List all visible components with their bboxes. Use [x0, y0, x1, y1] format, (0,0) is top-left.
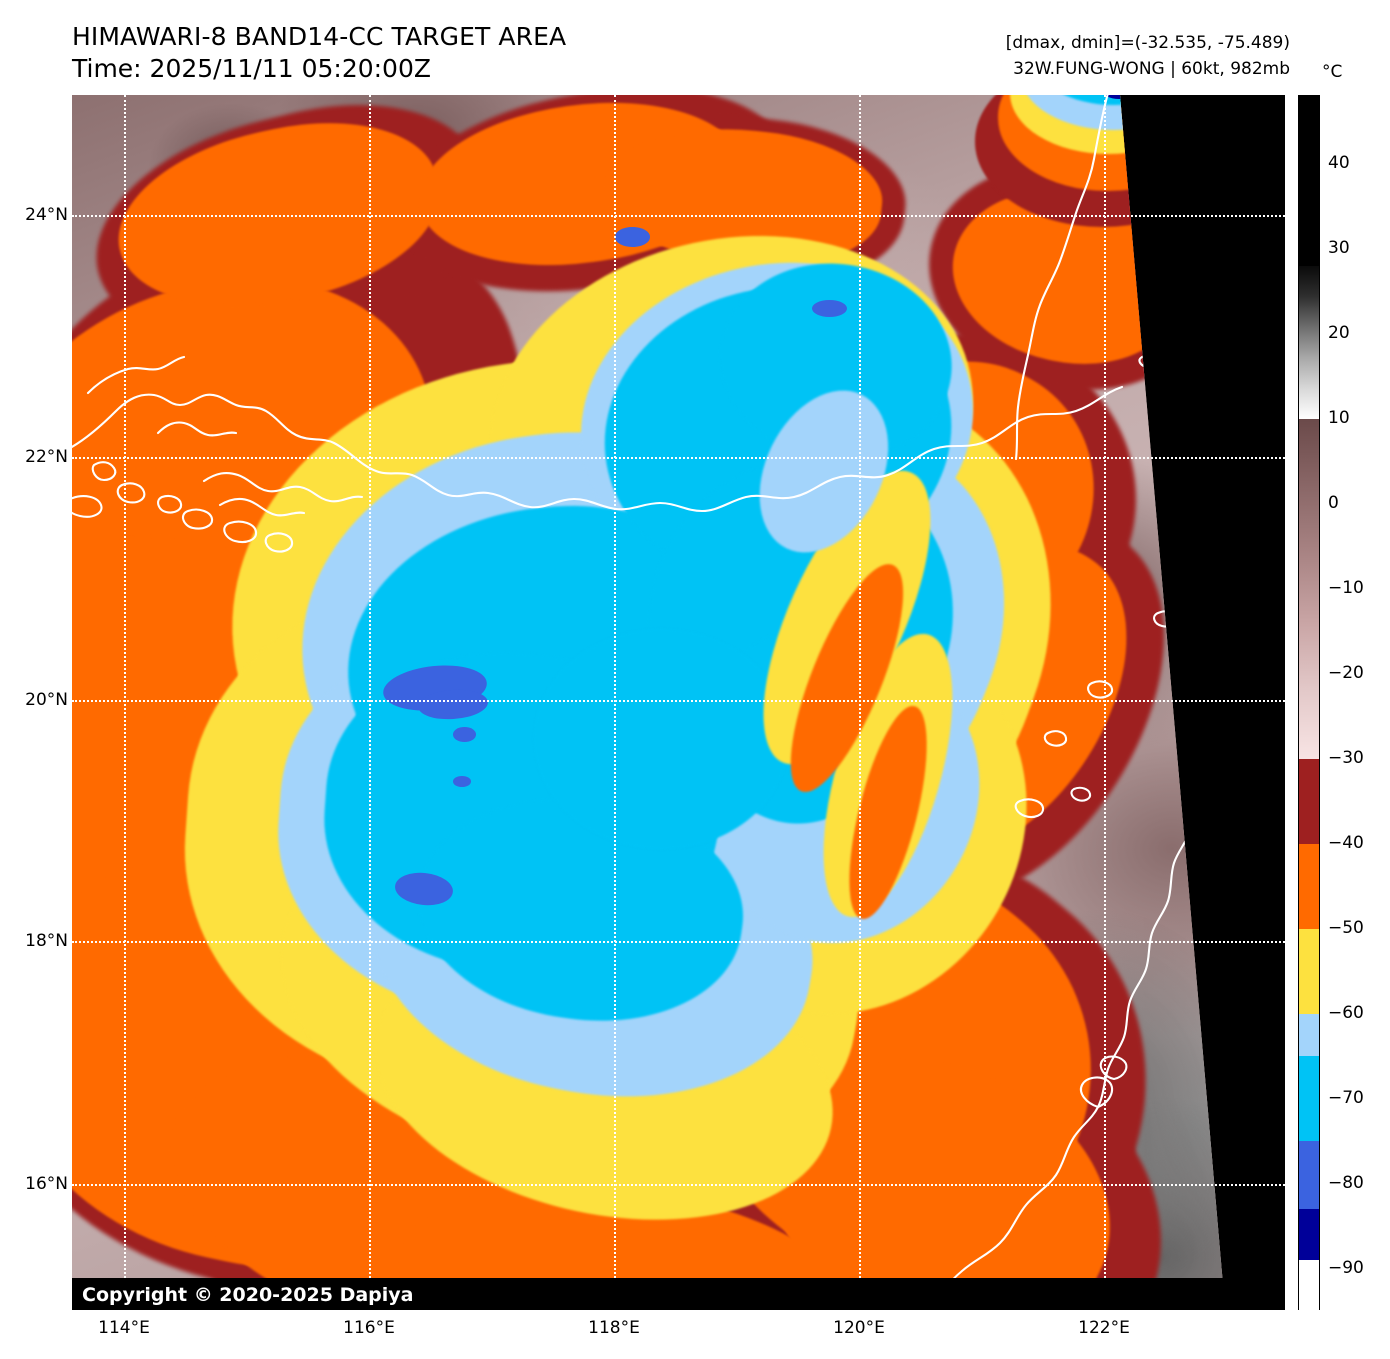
timestamp-label: Time: 2025/11/11 05:20:00Z — [72, 54, 431, 83]
colorbar-tick--60: −60 — [1328, 1002, 1364, 1023]
colorbar-tick--50: −50 — [1328, 917, 1364, 938]
colorbar-segment-0 — [1299, 96, 1319, 266]
colorbar-tick--20: −20 — [1328, 662, 1364, 683]
coastline-overlay — [72, 95, 1201, 1310]
colorbar-tick-10: 10 — [1328, 407, 1350, 428]
gridline-lat-20 — [72, 700, 1285, 702]
ytick-16N: 16°N — [25, 1174, 68, 1194]
colorbar-tick--70: −70 — [1328, 1087, 1364, 1108]
cloud-region — [534, 629, 790, 849]
colorbar-units-label: °C — [1322, 62, 1343, 82]
cloud-region — [452, 775, 472, 787]
page-title: HIMAWARI-8 BAND14-CC TARGET AREA — [72, 22, 567, 51]
xtick-114E: 114°E — [98, 1318, 150, 1338]
storm-info-label: 32W.FUNG-WONG | 60kt, 982mb — [1013, 59, 1290, 79]
colorbar-segment-5 — [1299, 928, 1319, 1014]
gridline-lat-24 — [72, 215, 1285, 217]
colorbar-tick-0: 0 — [1328, 492, 1339, 513]
colorbar-segment-9 — [1299, 1209, 1319, 1260]
gridline-lat-18 — [72, 941, 1285, 943]
colorbar-tick--80: −80 — [1328, 1172, 1364, 1193]
colorbar-segment-4 — [1299, 843, 1319, 929]
colorbar-segment-10 — [1299, 1260, 1319, 1311]
colorbar-tick--10: −10 — [1328, 577, 1364, 598]
colorbar-tick-30: 30 — [1328, 237, 1350, 258]
dmax-dmin-label: [dmax, dmin]=(-32.535, -75.489) — [1005, 33, 1290, 53]
cloud-region — [1102, 95, 1138, 100]
gridline-lon-120 — [859, 95, 861, 1310]
ytick-22N: 22°N — [25, 447, 68, 467]
colorbar-segment-2 — [1299, 418, 1319, 759]
satellite-image-plot — [72, 95, 1285, 1310]
gridline-lon-118 — [614, 95, 616, 1310]
satellite-swath — [72, 95, 1226, 1310]
xtick-116E: 116°E — [343, 1318, 395, 1338]
gridline-lon-122 — [1104, 95, 1106, 1310]
xtick-118E: 118°E — [588, 1318, 640, 1338]
cloud-region — [1032, 95, 1196, 106]
colorbar-segment-8 — [1299, 1141, 1319, 1210]
xtick-120E: 120°E — [833, 1318, 885, 1338]
copyright-banner — [72, 1278, 1285, 1310]
colorbar — [1298, 95, 1320, 1311]
colorbar-segment-7 — [1299, 1056, 1319, 1142]
colorbar-tick--30: −30 — [1328, 747, 1364, 768]
colorbar-tick-20: 20 — [1328, 322, 1350, 343]
xtick-122E: 122°E — [1078, 1318, 1130, 1338]
colorbar-segment-3 — [1299, 758, 1319, 844]
gridline-lon-114 — [124, 95, 126, 1310]
colorbar-segment-1 — [1299, 265, 1319, 419]
cloud-region — [452, 726, 476, 742]
colorbar-tick--40: −40 — [1328, 832, 1364, 853]
ytick-20N: 20°N — [25, 690, 68, 710]
cloud-region — [812, 300, 848, 318]
gridline-lat-16 — [72, 1184, 1285, 1186]
ytick-24N: 24°N — [25, 205, 68, 225]
copyright-text: Copyright © 2020-2025 Dapiya — [82, 1284, 414, 1306]
cloud-region — [615, 227, 650, 247]
ytick-18N: 18°N — [25, 931, 68, 951]
colorbar-segment-6 — [1299, 1013, 1319, 1057]
gridline-lat-22 — [72, 457, 1285, 459]
gridline-lon-116 — [369, 95, 371, 1310]
colorbar-tick--90: −90 — [1328, 1257, 1364, 1278]
colorbar-tick-40: 40 — [1328, 152, 1350, 173]
plot-clip — [72, 95, 1285, 1310]
